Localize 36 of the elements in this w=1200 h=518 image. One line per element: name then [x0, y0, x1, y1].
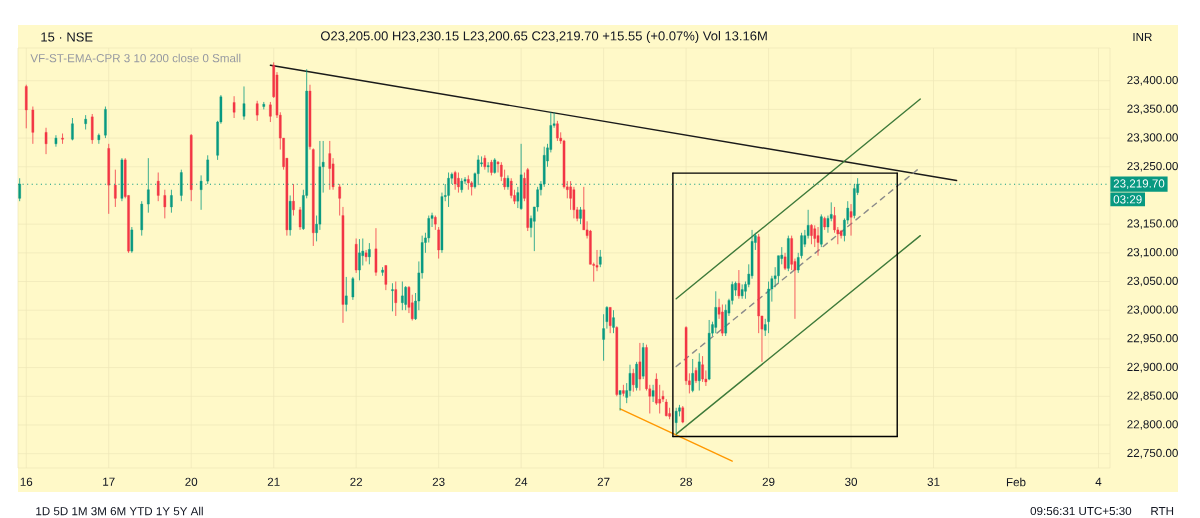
- annotation: VF-ST-EMA-CPR 3 10 200 close 0 Small: [30, 53, 241, 63]
- ref-line-label: 23,219.70: [1113, 179, 1165, 189]
- y-tick-label: 22,950.00: [1127, 334, 1178, 344]
- chart-title: 15 · NSE: [41, 32, 93, 42]
- y-tick-label: 23,150.00: [1127, 219, 1178, 229]
- x-tick-label: 16: [20, 477, 33, 486]
- y-tick-label: 22,850.00: [1127, 391, 1178, 402]
- x-tick-label: 27: [597, 477, 610, 486]
- x-tick-label: 20: [185, 477, 198, 486]
- x-tick-label: 4: [1095, 477, 1102, 486]
- y-tick-label: 23,350.00: [1127, 104, 1178, 115]
- x-tick-label: Feb: [1006, 477, 1026, 487]
- y-tick-label: 22,800.00: [1127, 420, 1178, 430]
- x-tick-label: 23: [432, 477, 445, 486]
- text: INR: [1133, 32, 1152, 41]
- x-tick-label: 28: [680, 477, 693, 486]
- y-tick-label: 23,400.00: [1127, 75, 1178, 86]
- text: 1D 5D 1M 3M 6M YTD 1Y 5Y All: [36, 506, 203, 516]
- y-tick-label: 22,900.00: [1127, 362, 1178, 373]
- y-tick-label: 23,000.00: [1127, 305, 1178, 316]
- x-tick-label: 17: [103, 477, 115, 486]
- text: RTH: [1151, 507, 1174, 515]
- x-tick-label: 31: [927, 477, 940, 486]
- y-tick-label: 23,300.00: [1127, 133, 1178, 143]
- x-tick-label: 30: [845, 477, 858, 486]
- chart-subtitle: O23,205.00 H23,230.15 L23,200.65 C23,219.70 +15.55 (+0.07%) Vol 13.16M: [320, 30, 767, 44]
- y-tick-label: 23,250.00: [1127, 161, 1178, 172]
- y-tick-label: 23,050.00: [1127, 276, 1178, 287]
- y-tick-label: 23,100.00: [1127, 248, 1178, 258]
- text: 09:56:31 UTC+5:30: [1030, 506, 1132, 516]
- y-tick-label: 22,750.00: [1127, 448, 1178, 459]
- x-tick-label: 21: [267, 477, 280, 486]
- x-tick-label: 24: [515, 477, 528, 486]
- text: 03:29: [1113, 195, 1142, 204]
- x-tick-label: 22: [350, 477, 363, 486]
- x-tick-label: 29: [762, 477, 775, 486]
